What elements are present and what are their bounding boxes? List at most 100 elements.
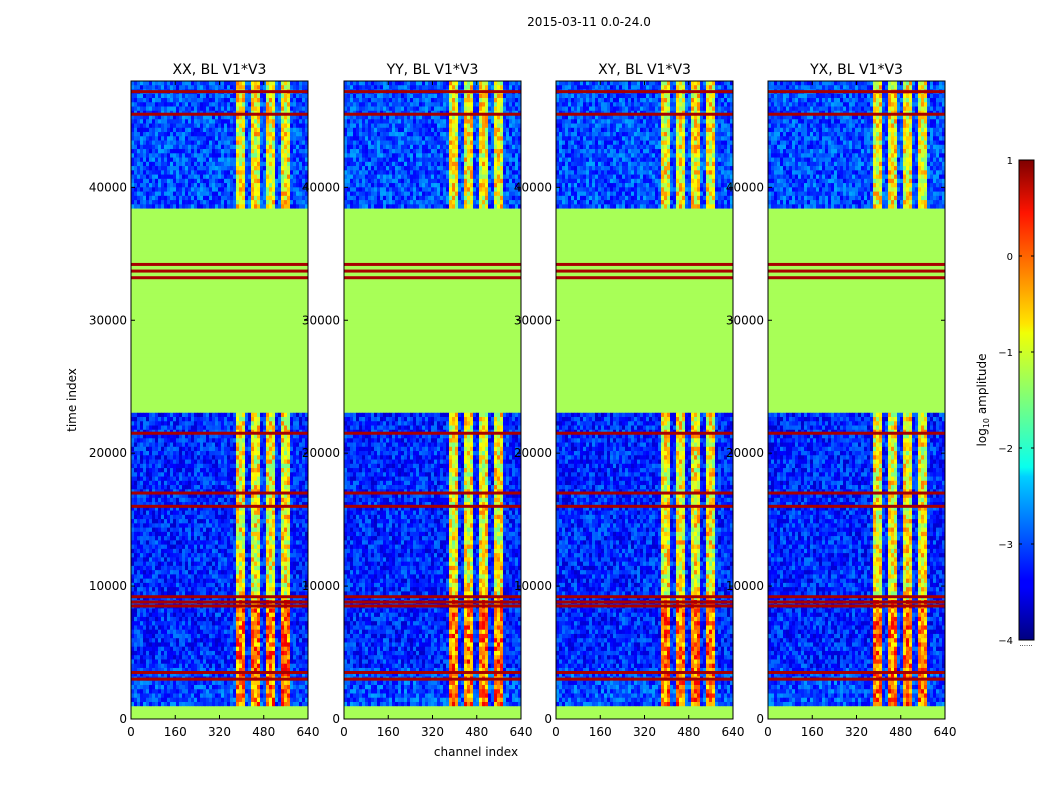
heatmap-cell [140,158,143,163]
heatmap-cell [293,94,296,99]
heatmap-cell [185,81,188,86]
heatmap-cell [263,85,266,90]
heatmap-cell [263,132,266,137]
heatmap-cell [206,136,209,141]
heatmap-cell [173,102,176,107]
heatmap-cell [266,81,269,86]
heatmap-cell [137,141,140,146]
heatmap-cell [161,132,164,137]
heatmap-cell [239,107,242,112]
heatmap-cell [173,85,176,90]
heatmap-cell [182,149,185,154]
heatmap-cell [209,141,212,146]
heatmap-cell [287,107,290,112]
heatmap-cell [194,85,197,90]
heatmap-cell [284,128,287,133]
heatmap-cell [173,153,176,158]
heatmap-cell [164,107,167,112]
heatmap-cell [269,141,272,146]
heatmap-cell [197,94,200,99]
heatmap-cell [131,107,134,112]
heatmap-cell [197,132,200,137]
heatmap-cell [245,136,248,141]
heatmap-cell [281,102,284,107]
heatmap-cell [296,128,299,133]
heatmap-cell [257,128,260,133]
heatmap-cell [185,124,188,129]
heatmap-cell [170,145,173,150]
heatmap-cell [248,119,251,124]
heatmap-cell [188,136,191,141]
heatmap-cell [185,153,188,158]
heatmap-cell [242,136,245,141]
heatmap-cell [227,107,230,112]
heatmap-cell [179,153,182,158]
heatmap-cell [293,85,296,90]
heatmap-cell [245,98,248,103]
heatmap-cell [260,149,263,154]
heatmap-cell [200,136,203,141]
heatmap-cell [146,81,149,86]
heatmap-cell [146,158,149,163]
heatmap-cell [263,128,266,133]
heatmap-cell [197,149,200,154]
heatmap-cell [233,119,236,124]
heatmap-cell [227,102,230,107]
heatmap-cell [203,145,206,150]
heatmap-cell [230,81,233,86]
heatmap-cell [134,98,137,103]
heatmap-cell [146,128,149,133]
heatmap-cell [134,107,137,112]
heatmap-cell [215,149,218,154]
heatmap-cell [224,81,227,86]
heatmap-cell [260,128,263,133]
heatmap-cell [233,98,236,103]
heatmap-cell [251,132,254,137]
heatmap-cell [254,107,257,112]
heatmap-cell [230,98,233,103]
heatmap-cell [215,85,218,90]
heatmap-cell [206,145,209,150]
heatmap-cell [179,132,182,137]
heatmap-cell [131,141,134,146]
heatmap-cell [224,85,227,90]
heatmap-cell [152,153,155,158]
heatmap-cell [248,149,251,154]
heatmap-cell [248,98,251,103]
heatmap-cell [188,81,191,86]
heatmap-cell [191,136,194,141]
heatmap-cell [164,124,167,129]
heatmap-cell [173,136,176,141]
heatmap-cell [215,136,218,141]
heatmap-cell [275,136,278,141]
heatmap-cell [218,124,221,129]
heatmap-cell [200,153,203,158]
heatmap-cell [224,107,227,112]
heatmap-cell [254,124,257,129]
heatmap-cell [212,119,215,124]
heatmap-cell [251,141,254,146]
heatmap-cell [302,149,305,154]
heatmap-cell [197,141,200,146]
heatmap-cell [239,132,242,137]
heatmap-cell [185,128,188,133]
heatmap-cell [167,98,170,103]
heatmap-cell [248,94,251,99]
heatmap-cell [167,85,170,90]
heatmap-cell [209,132,212,137]
heatmap-cell [251,94,254,99]
heatmap-cell [152,124,155,129]
heatmap-cell [134,85,137,90]
heatmap-cell [302,98,305,103]
heatmap-cell [290,98,293,103]
heatmap-cell [278,85,281,90]
heatmap-cell [155,107,158,112]
heatmap-cell [191,145,194,150]
heatmap-cell [287,98,290,103]
heatmap-cell [251,145,254,150]
heatmap-cell [275,153,278,158]
heatmap-cell [176,145,179,150]
heatmap-cell [290,85,293,90]
heatmap-cell [200,94,203,99]
heatmap-cell [224,153,227,158]
